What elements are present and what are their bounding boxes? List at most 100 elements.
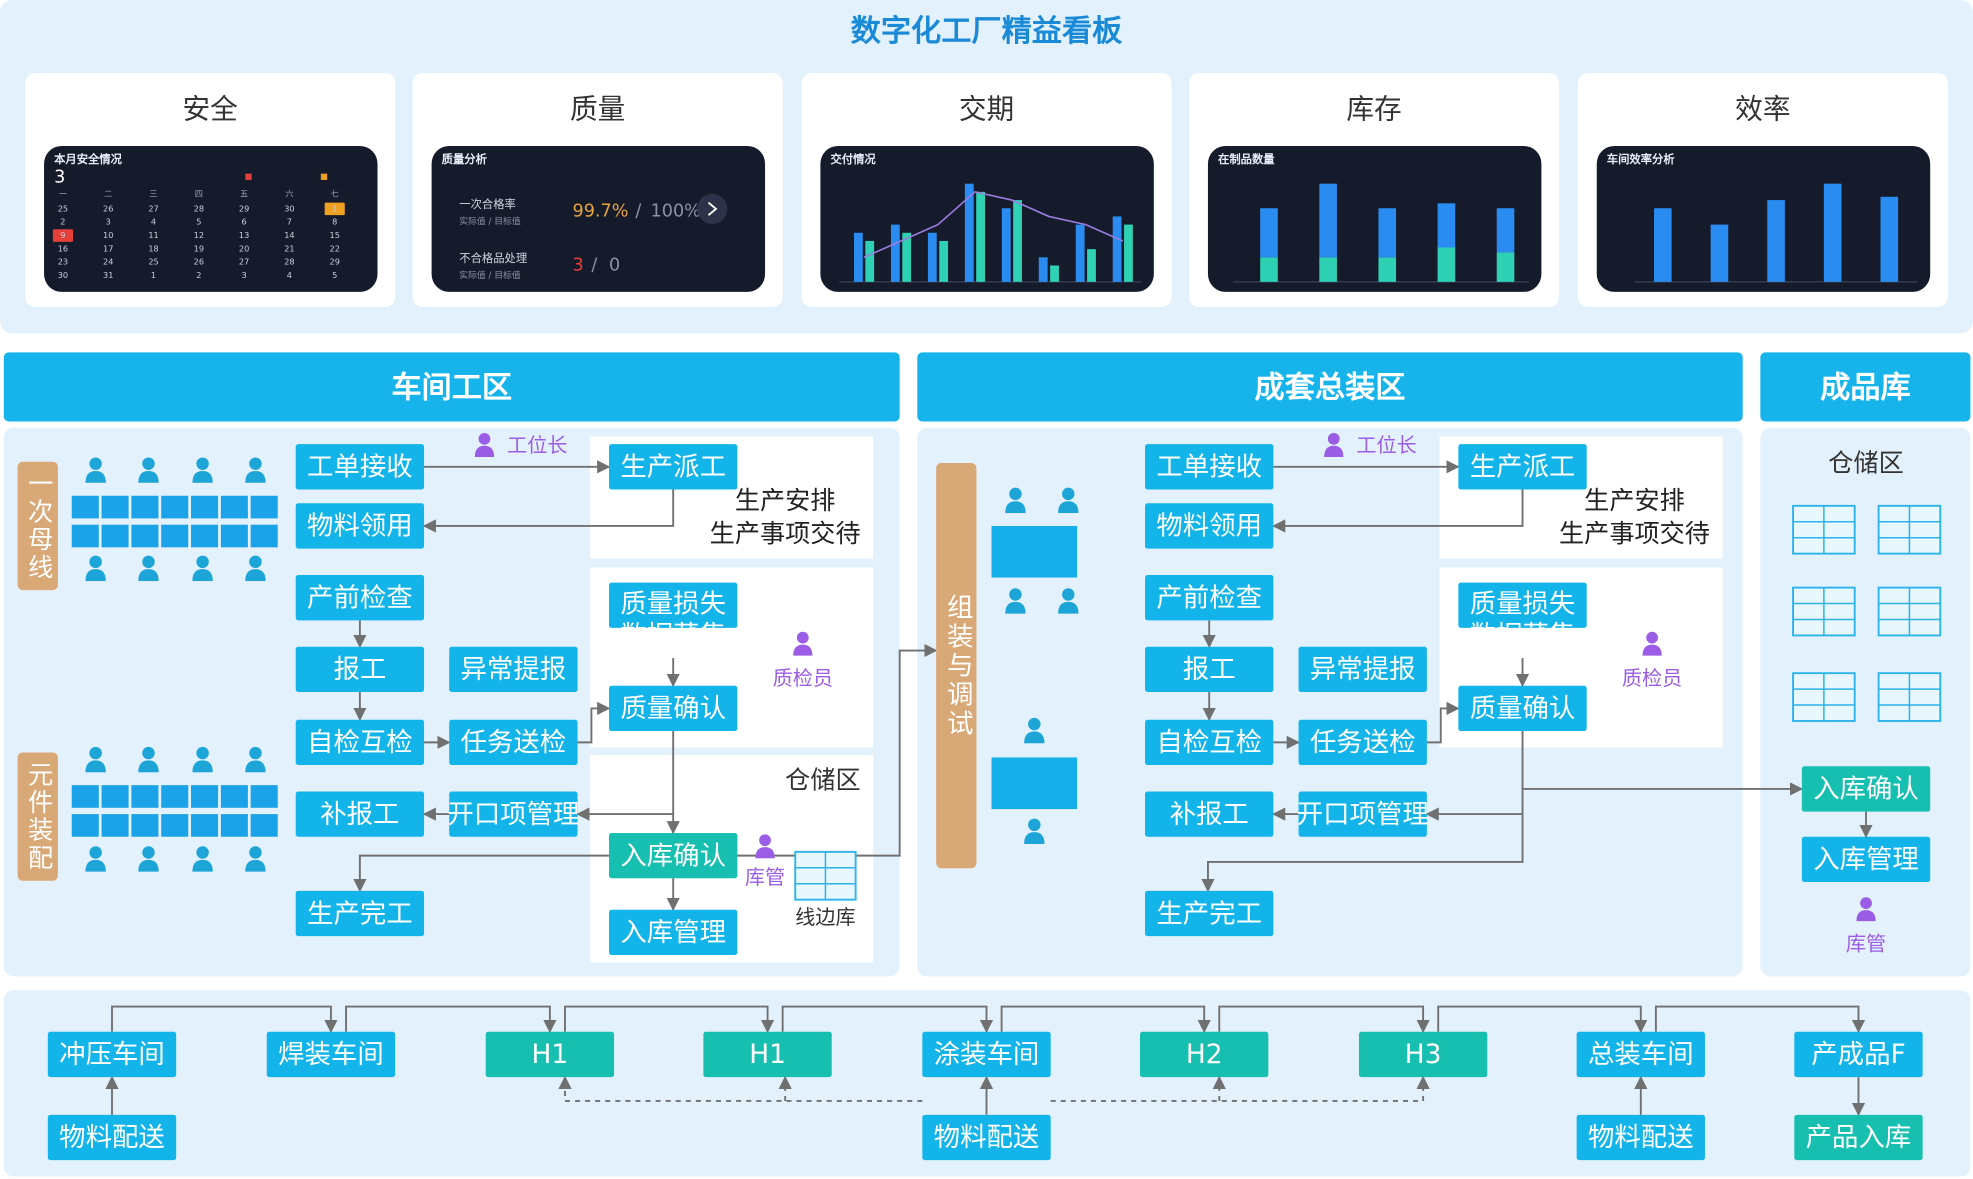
defect-target: 0 [609, 255, 620, 275]
workstation [161, 495, 189, 519]
process-box-label: 开口项管理 [447, 799, 579, 830]
process-box-label: 任务送检 [1310, 727, 1416, 758]
legend-dot [320, 173, 328, 180]
process-box [295, 646, 425, 693]
side-label-box [17, 461, 58, 591]
connector [1437, 1005, 1648, 1034]
mini-dashboard [44, 145, 378, 292]
calendar-day: 21 [284, 243, 294, 253]
process-box [609, 685, 738, 732]
calendar-day: 29 [239, 203, 249, 213]
process-box-label: 生产派工 [1470, 452, 1576, 483]
kpi-card-title: 安全 [182, 93, 238, 126]
mini-bar [1001, 208, 1011, 282]
process-box [47, 1031, 177, 1078]
workstation [250, 785, 278, 808]
calendar-day: 9 [60, 230, 65, 240]
workstation [191, 814, 219, 837]
side-label: 一次母线 [25, 471, 54, 582]
process-box-label: 冲压车间 [59, 1039, 165, 1070]
kpi-card-title: 质量 [570, 93, 625, 126]
section-title: 成品库 [1820, 370, 1911, 405]
workstation [71, 785, 99, 808]
process-box-label: H3 [1405, 1039, 1442, 1070]
mini-bar [865, 240, 875, 282]
workstation [101, 785, 129, 808]
process-box-label: 生产派工 [620, 452, 726, 483]
process-box [295, 890, 425, 937]
process-box [1576, 1031, 1705, 1078]
workstation [250, 495, 278, 519]
section-title: 成套总装区 [1255, 370, 1406, 405]
process-box-label: 生产完工 [307, 898, 413, 929]
process-box [1298, 646, 1427, 693]
calendar-day: 28 [194, 203, 204, 213]
calendar-day: 4 [151, 217, 156, 227]
calendar-day: 8 [332, 217, 337, 227]
process-box-label: 任务送检 [461, 727, 567, 758]
process-box [295, 575, 425, 621]
role-label: 质检员 [1622, 666, 1682, 690]
process-box-label: 物料配送 [934, 1122, 1040, 1153]
process-box-label: 产前检查 [307, 582, 413, 613]
calendar-alert [52, 229, 73, 242]
calendar-day: 7 [287, 217, 292, 227]
process-box-label: 物料领用 [307, 511, 413, 542]
calendar-day: 18 [148, 243, 158, 253]
process-box [1358, 1031, 1488, 1078]
mini-bar-bottom [1437, 247, 1456, 282]
kpi-card-title: 效率 [1735, 93, 1790, 126]
assembly-label: 组装与调试 [942, 593, 973, 738]
process-box [449, 791, 578, 837]
workstation [71, 524, 99, 548]
calendar-day: 10 [103, 230, 113, 240]
calendar-day: 1 [151, 270, 156, 280]
connector [1201, 731, 1524, 893]
connector [564, 1005, 775, 1034]
process-box-label: 开口项管理 [1297, 799, 1429, 830]
mini-line [863, 190, 1124, 259]
process-box [1145, 791, 1274, 837]
calendar-day: 29 [330, 257, 340, 267]
process-box-label: 异常提报 [461, 654, 567, 685]
calendar-day: 13 [239, 230, 249, 240]
quality-label: 不合格品处理 [459, 251, 527, 265]
mini-dashboard-title: 车间效率分析 [1607, 152, 1676, 166]
calendar-weekday: 四 [195, 188, 203, 198]
mini-bar [1654, 208, 1672, 282]
role-label: 库管 [745, 865, 785, 889]
calendar-weekday: 三 [149, 188, 157, 198]
mini-dashboard [1207, 145, 1542, 292]
workstation [161, 785, 189, 808]
calendar-day: 27 [148, 203, 158, 213]
process-box-label: 入库管理 [1813, 844, 1919, 875]
mini-dashboard [431, 145, 766, 292]
process-box [1145, 444, 1274, 490]
calendar-day: 25 [58, 203, 68, 213]
page-title: 数字化工厂精益看板 [851, 13, 1124, 49]
calendar-day: 16 [58, 243, 68, 253]
process-box [1458, 582, 1587, 628]
calendar-day: 26 [194, 257, 204, 267]
assembly-station [991, 757, 1078, 810]
calendar-day: 24 [103, 257, 113, 267]
process-box [609, 582, 738, 628]
calendar-weekday: 七 [331, 188, 339, 198]
calendar-day: 4 [287, 270, 292, 280]
process-box-label: 入库确认 [1813, 774, 1919, 805]
process-box [1801, 766, 1931, 812]
process-box [1794, 1114, 1923, 1161]
process-box [1145, 575, 1274, 621]
mini-bar [1710, 224, 1729, 282]
quality-sub: 实际值 / 目标值 [459, 215, 521, 227]
mini-bar-bottom [1319, 257, 1337, 282]
quality-sub: 实际值 / 目标值 [459, 269, 521, 281]
process-box-label: 质量损失 [620, 589, 726, 620]
process-box-label: 质量确认 [620, 693, 726, 724]
calendar-day: 31 [103, 270, 113, 280]
quality-sep: / [635, 201, 641, 221]
calendar-day: 17 [103, 243, 113, 253]
mini-bar [1823, 183, 1842, 282]
mini-bar [927, 232, 937, 282]
role-label: 质检员 [773, 666, 833, 690]
